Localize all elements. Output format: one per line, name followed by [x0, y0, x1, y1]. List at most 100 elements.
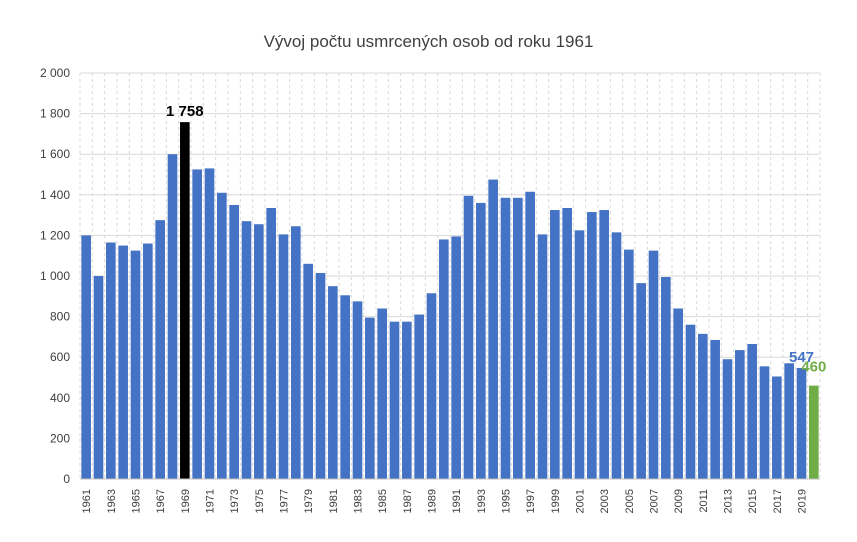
bar-1963	[106, 242, 116, 479]
bar-1989	[426, 293, 437, 479]
bar-2009	[673, 308, 683, 479]
x-tick-label: 1963	[106, 489, 118, 513]
chart-title: Vývoj počtu usmrcených osob od roku 1961	[263, 32, 594, 51]
bar-1973	[229, 204, 239, 479]
x-tick-label: 1995	[501, 489, 513, 513]
x-tick-label: 1967	[155, 489, 167, 513]
bar-1999	[550, 210, 560, 479]
bar-1965	[130, 250, 141, 479]
bar-1969	[180, 122, 190, 479]
x-tick-label: 1975	[254, 489, 266, 513]
bar-1972	[217, 192, 227, 479]
bar-1992	[463, 195, 474, 479]
y-tick-label: 200	[50, 431, 70, 445]
x-tick-label: 2017	[772, 489, 784, 513]
bar-2016	[759, 366, 770, 479]
data-label-2020: 460	[801, 359, 826, 376]
x-tick-label: 1989	[427, 489, 439, 513]
bar-1986	[389, 321, 400, 479]
x-tick-label: 2011	[698, 489, 710, 513]
bar-1978	[291, 226, 301, 479]
bar-1970	[192, 169, 202, 480]
x-tick-label: 1987	[402, 489, 414, 513]
y-tick-label: 800	[50, 310, 70, 324]
bar-1961	[81, 235, 91, 479]
x-tick-label: 1999	[550, 489, 562, 513]
bar-1983	[352, 301, 363, 479]
bar-2008	[661, 277, 671, 479]
x-tick-label: 2009	[673, 489, 685, 513]
bar-1975	[254, 224, 264, 479]
bar-2012	[710, 339, 720, 479]
bar-2010	[685, 324, 696, 479]
x-tick-label: 1979	[303, 489, 315, 513]
bar-1974	[241, 221, 252, 479]
x-tick-label: 1997	[525, 489, 537, 513]
bar-2013	[722, 359, 733, 479]
y-tick-label: 1 200	[40, 228, 70, 242]
bar-1971	[204, 168, 215, 479]
bar-1985	[377, 308, 387, 479]
bar-1984	[365, 317, 375, 479]
x-tick-label: 1961	[81, 489, 93, 513]
x-tick-label: 1965	[131, 489, 143, 513]
data-label-2019: 547	[789, 349, 814, 366]
x-tick-label: 2013	[723, 489, 735, 513]
bar-1995	[500, 197, 511, 479]
bar-1977	[278, 234, 289, 479]
x-tick-label: 2001	[575, 489, 587, 513]
x-tick-label: 2007	[649, 489, 661, 513]
bar-2011	[698, 333, 708, 479]
y-tick-label: 0	[63, 472, 70, 486]
bar-1993	[476, 202, 486, 480]
bar-1991	[451, 236, 461, 479]
x-tick-label: 1977	[279, 489, 291, 513]
bar-2020	[809, 385, 819, 479]
bar-2014	[735, 350, 745, 479]
bar-2002	[587, 212, 597, 479]
bar-1980	[315, 272, 326, 479]
bar-1976	[266, 207, 276, 479]
x-tick-label: 1969	[180, 489, 192, 513]
x-tick-label: 1983	[353, 489, 365, 513]
y-tick-label: 1 800	[40, 107, 70, 121]
bar-1996	[513, 197, 523, 479]
x-tick-label: 2005	[624, 489, 636, 513]
bar-2017	[772, 376, 782, 479]
bar-1968	[167, 154, 178, 479]
bar-1982	[340, 295, 350, 479]
bar-1981	[328, 286, 338, 479]
bar-2001	[574, 230, 585, 479]
bar-2007	[648, 250, 659, 479]
y-tick-label: 1 400	[40, 188, 70, 202]
x-tick-label: 1981	[328, 489, 340, 513]
x-tick-label: 2003	[599, 489, 611, 513]
bar-1997	[525, 191, 535, 479]
bar-1998	[537, 234, 548, 479]
bar-2003	[599, 210, 609, 479]
y-tick-label: 1 000	[40, 269, 70, 283]
bar-2005	[624, 249, 634, 479]
bar-2015	[747, 344, 757, 479]
x-tick-label: 2015	[747, 489, 759, 513]
x-tick-label: 1993	[476, 489, 488, 513]
x-tick-label: 1991	[451, 489, 463, 513]
data-label-1969: 1 758	[166, 103, 204, 120]
y-tick-label: 600	[50, 350, 70, 364]
bar-1966	[143, 243, 153, 479]
bar-2018	[784, 363, 794, 479]
bar-1967	[155, 220, 165, 480]
x-tick-label: 1971	[205, 489, 217, 513]
bar-1988	[414, 314, 424, 479]
x-tick-label: 2019	[797, 489, 809, 513]
bar-1979	[303, 263, 313, 479]
bar-1964	[118, 245, 128, 479]
y-tick-label: 1 600	[40, 147, 70, 161]
x-tick-label: 1973	[229, 489, 241, 513]
bar-2019	[796, 367, 807, 479]
y-tick-label: 2 000	[40, 66, 70, 80]
bar-1990	[439, 239, 449, 479]
bar-1962	[93, 276, 104, 479]
